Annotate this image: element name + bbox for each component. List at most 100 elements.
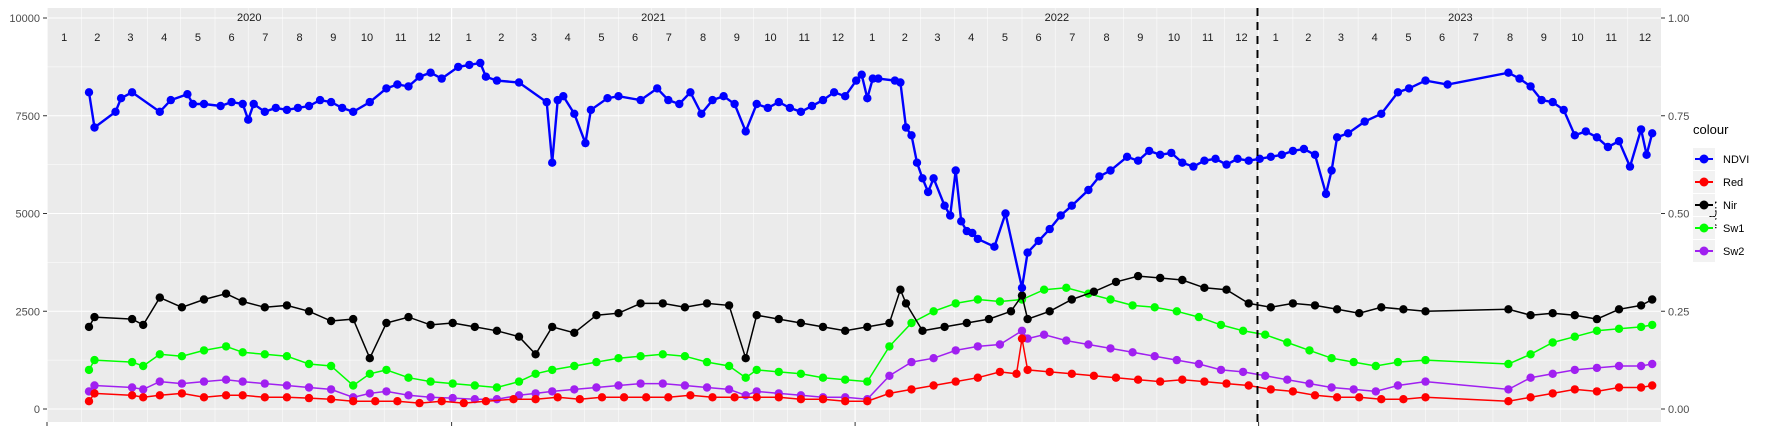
- data-point-nir: [1023, 314, 1032, 324]
- month-label: 3: [1338, 32, 1344, 44]
- data-point-nir: [1156, 273, 1165, 283]
- month-label: 6: [1036, 32, 1042, 44]
- data-point-red: [1089, 371, 1099, 380]
- month-label: 9: [330, 32, 336, 44]
- data-point-ndvi: [476, 58, 485, 68]
- data-point-nir: [260, 303, 269, 312]
- data-point-nir: [796, 318, 806, 328]
- data-point-nir: [382, 318, 391, 328]
- data-point-ndvi: [454, 62, 463, 72]
- data-point-ndvi: [166, 95, 175, 105]
- data-point-ndvi: [708, 95, 717, 105]
- data-point-sw2: [1371, 387, 1381, 396]
- data-point-ndvi: [1178, 158, 1187, 167]
- data-point-red: [1504, 397, 1513, 406]
- month-label: 4: [1372, 32, 1378, 44]
- data-point-ndvi: [1167, 148, 1176, 158]
- data-point-sw2: [155, 377, 164, 386]
- data-point-nir: [304, 307, 314, 316]
- data-point-red: [1266, 385, 1276, 394]
- data-point-nir: [282, 301, 292, 310]
- data-point-ndvi: [719, 92, 728, 101]
- data-point-red: [326, 395, 336, 404]
- data-point-ndvi: [774, 97, 783, 107]
- data-point-ndvi: [1343, 129, 1353, 138]
- data-point-red: [1355, 393, 1364, 402]
- data-point-red: [1636, 383, 1646, 392]
- data-point-ndvi: [581, 138, 590, 148]
- data-point-ndvi: [741, 127, 750, 136]
- data-point-ndvi: [896, 78, 905, 87]
- data-point-nir: [1017, 291, 1027, 300]
- data-point-ndvi: [1106, 166, 1115, 175]
- data-point-sw1: [221, 342, 231, 351]
- data-point-ndvi: [697, 109, 706, 119]
- data-point-red: [459, 398, 468, 408]
- data-point-ndvi: [559, 92, 568, 101]
- data-point-ndvi: [1045, 224, 1054, 234]
- data-point-nir: [177, 303, 187, 312]
- data-point-sw2: [238, 377, 247, 386]
- data-point-ndvi: [1233, 154, 1242, 163]
- legend-key-point: [1699, 154, 1709, 164]
- data-point-sw2: [973, 342, 982, 351]
- data-point-sw2: [1039, 330, 1049, 339]
- data-point-red: [575, 395, 584, 404]
- data-point-red: [863, 397, 872, 406]
- data-point-ndvi: [818, 95, 828, 105]
- data-point-ndvi: [1581, 127, 1591, 136]
- data-point-sw1: [702, 357, 712, 367]
- data-point-sw1: [636, 352, 645, 361]
- data-point-ndvi: [829, 88, 839, 97]
- right-tick-label: 0.25: [1668, 306, 1689, 318]
- data-point-ndvi: [907, 131, 916, 140]
- data-point-sw2: [1150, 352, 1159, 361]
- legend-label: Sw1: [1723, 223, 1744, 235]
- data-point-sw2: [365, 389, 374, 398]
- data-point-sw1: [951, 299, 960, 308]
- month-label: 7: [666, 32, 672, 44]
- data-point-ndvi: [940, 201, 949, 210]
- data-point-ndvi: [852, 76, 861, 85]
- data-point-ndvi: [227, 97, 236, 107]
- data-point-nir: [841, 326, 850, 335]
- data-point-ndvi: [315, 95, 325, 105]
- right-tick-label: 0.75: [1668, 111, 1689, 123]
- data-point-ndvi: [1332, 133, 1342, 142]
- data-point-red: [199, 393, 209, 402]
- data-point-red: [393, 397, 402, 406]
- data-point-red: [481, 397, 491, 406]
- data-point-sw1: [1327, 354, 1336, 363]
- data-point-red: [1023, 365, 1032, 375]
- data-point-nir: [1377, 303, 1386, 312]
- data-point-sw2: [1526, 373, 1535, 382]
- data-point-red: [1310, 391, 1320, 400]
- month-label: 1: [466, 32, 472, 44]
- data-point-sw1: [349, 381, 358, 390]
- data-point-sw2: [326, 385, 336, 394]
- data-point-red: [1570, 385, 1580, 394]
- data-point-ndvi: [84, 88, 94, 97]
- data-point-red: [1200, 377, 1209, 386]
- data-point-ndvi: [1266, 152, 1276, 161]
- left-tick-label: 0: [34, 404, 40, 416]
- data-point-sw2: [1062, 336, 1071, 345]
- data-point-ndvi: [990, 242, 999, 251]
- month-label: 5: [195, 32, 201, 44]
- month-label: 10: [1571, 32, 1583, 44]
- data-point-sw1: [127, 357, 137, 367]
- data-point-ndvi: [1559, 105, 1568, 115]
- data-point-ndvi: [1145, 146, 1154, 156]
- data-point-sw1: [139, 361, 148, 371]
- data-point-ndvi: [1133, 156, 1143, 165]
- data-point-nir: [1548, 309, 1557, 318]
- data-point-ndvi: [188, 99, 198, 109]
- month-label: 7: [1473, 32, 1479, 44]
- data-point-nir: [885, 318, 894, 328]
- data-point-ndvi: [1299, 144, 1309, 154]
- month-label: 3: [531, 32, 537, 44]
- data-point-ndvi: [282, 105, 292, 115]
- data-point-ndvi: [1023, 248, 1032, 257]
- data-point-sw1: [470, 381, 479, 390]
- data-point-nir: [570, 328, 579, 337]
